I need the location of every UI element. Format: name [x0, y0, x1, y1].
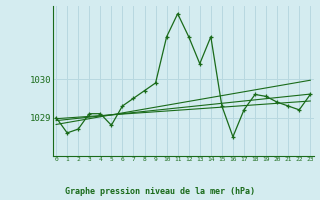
Text: Graphe pression niveau de la mer (hPa): Graphe pression niveau de la mer (hPa)	[65, 187, 255, 196]
